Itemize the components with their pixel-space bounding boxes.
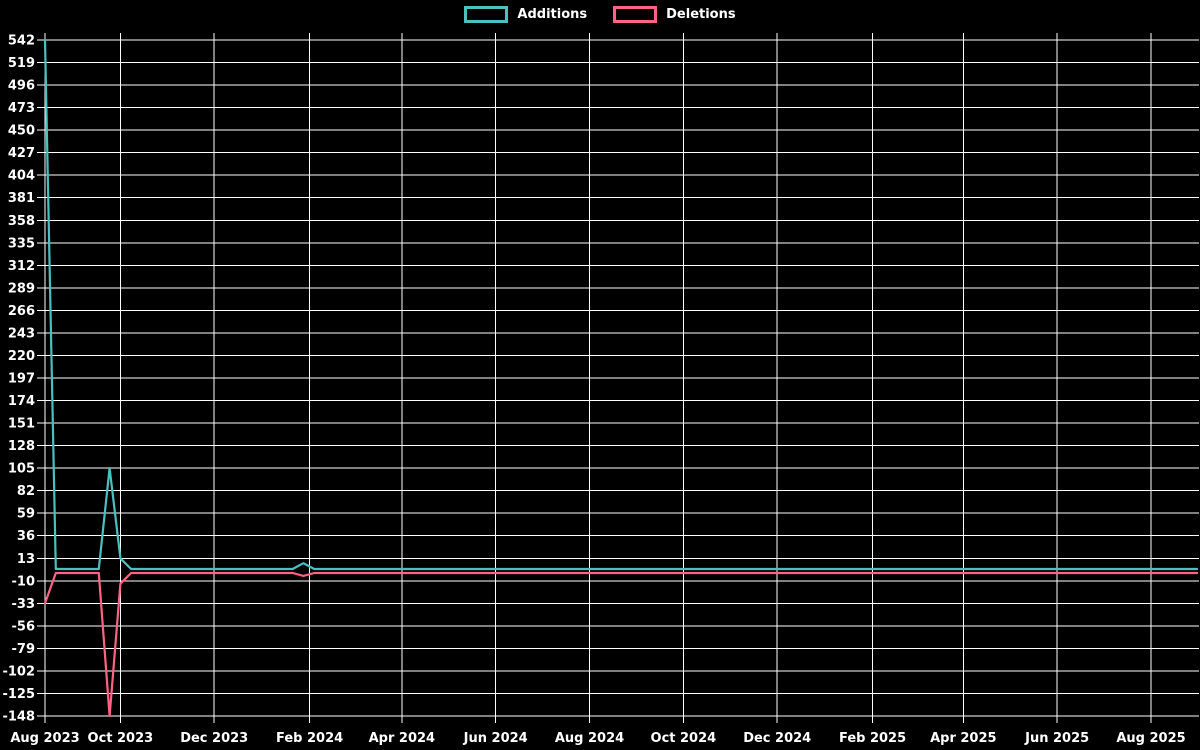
y-tick-label: 105 [8,462,35,477]
y-tick-label: 82 [17,484,35,499]
y-tick-label: 289 [8,281,35,296]
legend-item-deletions[interactable]: Deletions [613,6,736,23]
x-tick-label: Feb 2025 [839,731,906,746]
y-tick-label: 128 [8,439,35,454]
y-tick-label: -56 [12,619,36,634]
x-tick-label: Oct 2024 [651,731,717,746]
x-tick-label: Oct 2023 [88,731,154,746]
y-tick-label: -148 [2,710,35,725]
y-tick-label: -79 [12,642,36,657]
additions-swatch-icon [464,6,509,23]
y-tick-label: 519 [8,56,35,71]
x-tick-label: Aug 2023 [10,731,79,746]
y-tick-label: 450 [8,124,35,139]
y-tick-label: 473 [8,101,35,116]
deletions-line [43,571,1199,718]
y-tick-label: -125 [2,687,35,702]
x-tick-label: Apr 2025 [930,731,997,746]
x-tick-label: Feb 2024 [276,731,343,746]
y-axis-labels: 542 519 496 473 450 427 404 381 358 335 312 289 266 2… [2,34,35,725]
y-tick-label: -33 [12,597,36,612]
legend-label-additions: Additions [517,7,588,22]
y-tick-label: -10 [12,574,36,589]
x-tick-label: Jun 2024 [463,731,528,746]
vertical-gridlines [44,33,1152,723]
y-tick-label: -102 [2,664,35,679]
x-tick-label: Aug 2025 [1116,731,1185,746]
data-series [43,38,1199,718]
legend-label-deletions: Deletions [666,7,736,22]
y-tick-label: 358 [8,214,35,229]
horizontal-gridlines [37,39,1199,717]
legend-item-additions[interactable]: Additions [464,6,587,23]
additions-line [43,38,1199,571]
x-tick-label: Apr 2024 [369,731,436,746]
y-tick-label: 381 [8,191,35,206]
y-tick-label: 496 [8,79,35,94]
y-tick-label: 427 [8,146,35,161]
y-tick-label: 243 [8,326,35,341]
y-tick-label: 335 [8,236,35,251]
y-tick-label: 59 [17,507,35,522]
y-tick-label: 542 [8,34,35,49]
y-tick-label: 13 [17,552,35,567]
y-tick-label: 197 [8,372,35,387]
x-tick-label: Dec 2023 [180,731,248,746]
y-tick-label: 266 [8,304,35,319]
legend: Additions Deletions [0,6,1200,23]
x-tick-label: Jun 2025 [1024,731,1089,746]
y-tick-label: 312 [8,259,35,274]
x-tick-label: Dec 2024 [743,731,811,746]
y-tick-label: 174 [8,394,35,409]
deletions-swatch-icon [613,6,658,23]
x-tick-label: Aug 2024 [555,731,624,746]
y-tick-label: 404 [8,169,35,184]
y-tick-label: 151 [8,417,35,432]
y-tick-label: 220 [8,349,35,364]
y-tick-label: 36 [17,529,35,544]
x-axis-labels: Aug 2023 Oct 2023 Dec 2023 Feb 2024 Apr 2024… [10,731,1185,746]
